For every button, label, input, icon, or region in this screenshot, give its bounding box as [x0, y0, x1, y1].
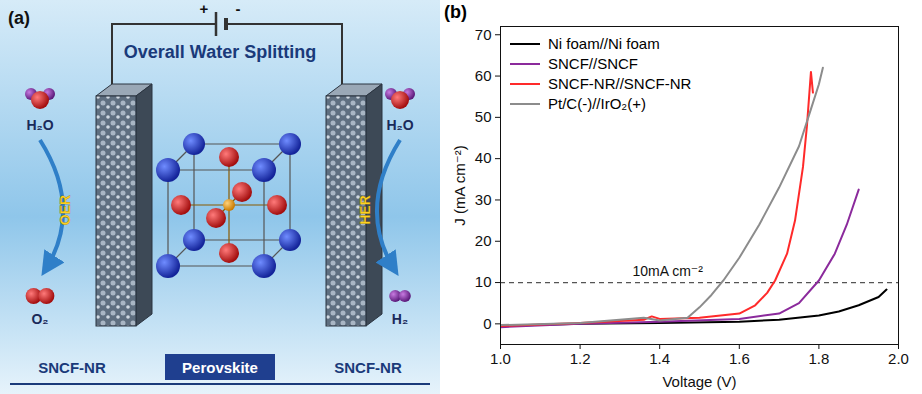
html-text:(b): (b): [444, 2, 467, 22]
svg-text:2.0: 2.0: [888, 350, 909, 367]
html-text:SNCF-NR//SNCF-NR: SNCF-NR//SNCF-NR: [548, 75, 692, 92]
svg-text:Perovskite: Perovskite: [182, 359, 258, 376]
svg-text:Overall Water Splitting: Overall Water Splitting: [124, 42, 316, 62]
svg-text:1.2: 1.2: [570, 350, 591, 367]
svg-text:(a): (a): [8, 8, 30, 28]
svg-text:30: 30: [475, 191, 492, 208]
svg-text:H₂O: H₂O: [386, 117, 413, 133]
svg-text:20: 20: [475, 232, 492, 249]
svg-text:1.6: 1.6: [729, 350, 750, 367]
svg-text:60: 60: [475, 67, 492, 84]
svg-text:+: +: [200, 0, 209, 17]
svg-text:1.4: 1.4: [649, 350, 670, 367]
svg-text:40: 40: [475, 149, 492, 166]
svg-text:1.8: 1.8: [808, 350, 829, 367]
svg-text:10: 10: [475, 273, 492, 290]
svg-text:10mA cm⁻²: 10mA cm⁻²: [632, 263, 703, 279]
svg-text:-: -: [236, 0, 241, 17]
svg-text:0: 0: [483, 315, 491, 332]
svg-text:SNCF-NR: SNCF-NR: [38, 359, 106, 376]
html-text:Ni foam//Ni foam: Ni foam//Ni foam: [548, 35, 660, 52]
svg-text:H₂O: H₂O: [26, 117, 53, 133]
svg-text:H₂: H₂: [392, 311, 408, 327]
svg-text:HER: HER: [357, 195, 373, 225]
svg-text:Voltage (V): Voltage (V): [662, 373, 736, 390]
html-text:Pt/C(-)//IrO₂(+): Pt/C(-)//IrO₂(+): [548, 95, 646, 112]
svg-text:O₂: O₂: [31, 311, 48, 327]
html-text:SNCF//SNCF: SNCF//SNCF: [548, 55, 638, 72]
svg-text:SNCF-NR: SNCF-NR: [334, 359, 402, 376]
svg-text:70: 70: [475, 26, 492, 43]
svg-text:OER: OER: [57, 195, 73, 225]
svg-text:J (mA cm⁻²): J (mA cm⁻²): [451, 145, 468, 225]
svg-text:50: 50: [475, 108, 492, 125]
svg-text:1.0: 1.0: [490, 350, 511, 367]
